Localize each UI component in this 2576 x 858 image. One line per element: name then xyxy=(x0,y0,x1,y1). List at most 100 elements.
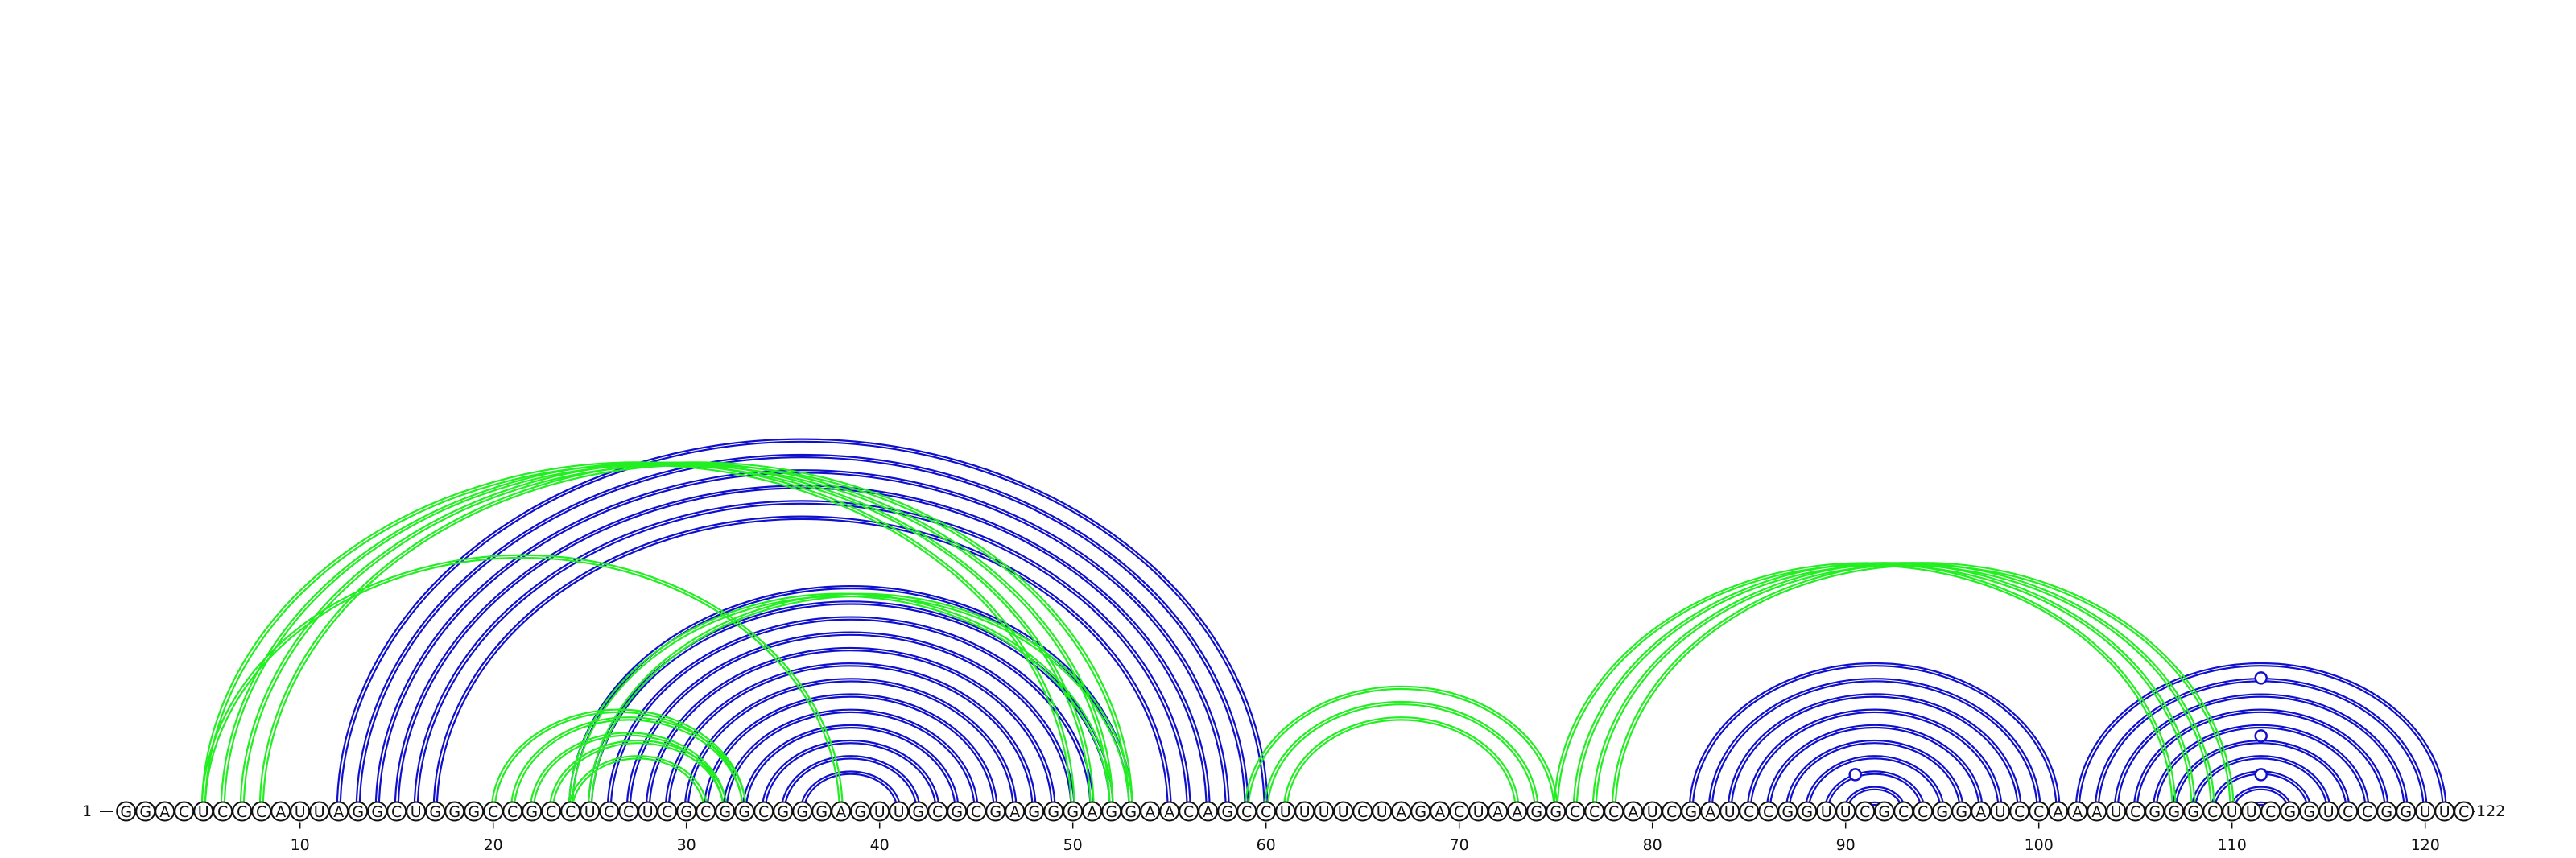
nucleotide-61: U xyxy=(1275,801,1296,822)
nucleotide-letter: G xyxy=(2400,803,2412,821)
tick-label: 90 xyxy=(1836,836,1856,854)
nucleotide-6: C xyxy=(213,801,233,822)
nucleotide-2: G xyxy=(135,801,156,822)
nucleotide-letter: C xyxy=(179,803,189,821)
nucleotide-letter: U xyxy=(2420,803,2431,821)
nucleotide-letter: G xyxy=(371,803,383,821)
nucleotide-43: C xyxy=(927,801,948,822)
blue-arc-stroke xyxy=(645,646,1056,812)
nucleotide-letter: A xyxy=(1087,803,1097,821)
nucleotide-17: G xyxy=(425,801,446,822)
green-arc-stroke xyxy=(532,734,724,812)
nucleotide-letter: U xyxy=(198,803,209,821)
nucleotide-62: U xyxy=(1294,801,1315,822)
tick-label: 60 xyxy=(1257,836,1276,854)
blue-arc-35-42 xyxy=(780,755,921,812)
nucleotide-106: G xyxy=(2145,801,2165,822)
nucleotide-letter: C xyxy=(700,803,711,821)
nucleotide-letter: U xyxy=(642,803,654,821)
nucleotide-93: C xyxy=(1893,801,1914,822)
pair-marker xyxy=(2254,768,2268,782)
sequence-start-label: 1 xyxy=(82,802,92,820)
nucleotide-letter: C xyxy=(2343,803,2353,821)
blue-arc-stroke xyxy=(1711,680,2038,812)
nucleotide-34: C xyxy=(753,801,774,822)
nucleotide-59: C xyxy=(1236,801,1257,822)
nucleotide-letter: U xyxy=(295,803,306,821)
nucleotide-letter: C xyxy=(758,803,769,821)
nucleotide-111: U xyxy=(2241,801,2262,822)
nucleotide-51: A xyxy=(1082,801,1103,822)
nucleotide-38: A xyxy=(831,801,852,822)
nucleotide-97: A xyxy=(1971,801,1992,822)
nucleotide-33: G xyxy=(734,801,755,822)
blue-arc-102-121 xyxy=(2074,662,2447,812)
nucleotide-75: G xyxy=(1546,801,1567,822)
blue-arc-stroke xyxy=(764,742,937,812)
nucleotide-letter: C xyxy=(391,803,402,821)
nucleotide-89: U xyxy=(1816,801,1837,822)
blue-arc-stroke xyxy=(571,588,1130,812)
green-arc-stroke xyxy=(1286,719,1517,812)
green-arc-21-33 xyxy=(510,716,747,812)
nucleotide-letter: U xyxy=(584,803,596,821)
nucleotide-letter: G xyxy=(777,803,789,821)
blue-arc-stroke xyxy=(687,680,1014,812)
green-arc-stroke xyxy=(258,461,1133,812)
nucleotide-29: C xyxy=(657,801,678,822)
nucleotide-letter: C xyxy=(1570,803,1580,821)
blue-arc-104-119 xyxy=(2113,693,2409,812)
blue-arc-stroke xyxy=(416,502,1188,812)
nucleotide-70: C xyxy=(1449,801,1470,822)
nucleotide-letter: C xyxy=(2458,803,2469,821)
tick-100: 100 xyxy=(2025,822,2054,854)
pair-marker xyxy=(2254,729,2268,743)
blue-arc-stroke xyxy=(1769,726,1980,812)
nucleotide-letter: U xyxy=(2323,803,2334,821)
nucleotide-24: C xyxy=(560,801,581,822)
blue-arc-stroke xyxy=(1707,678,2041,812)
blue-arc-stroke xyxy=(2097,680,2425,812)
blue-arc-stroke xyxy=(761,739,940,812)
blue-arc-stroke xyxy=(336,438,1269,812)
nucleotide-letter: C xyxy=(1357,803,1368,821)
nucleotide-56: C xyxy=(1179,801,1199,822)
nucleotide-letter: G xyxy=(2380,803,2392,821)
tick-10: 10 xyxy=(291,822,310,854)
green-arc-stroke xyxy=(548,739,728,812)
nucleotide-18: G xyxy=(444,801,465,822)
blue-arc-stroke xyxy=(1827,773,1922,812)
green-arc-stroke xyxy=(568,755,708,812)
blue-arc-stroke xyxy=(1746,708,2003,812)
blue-arc-34-43 xyxy=(761,739,940,812)
blue-arc-stroke xyxy=(2174,742,2347,812)
nucleotide-108: G xyxy=(2183,801,2204,822)
nucleotide-12: A xyxy=(328,801,349,822)
green-arc-stroke xyxy=(510,716,747,812)
sequence-end-label: 122 xyxy=(2476,802,2505,820)
nucleotide-letter: C xyxy=(1918,803,1928,821)
green-arc-5-38 xyxy=(200,554,844,812)
nucleotide-letter: G xyxy=(1685,803,1697,821)
nucleotide-92: G xyxy=(1874,801,1895,822)
nucleotide-letter: G xyxy=(2284,803,2296,821)
blue-arc-stroke xyxy=(2152,724,2370,812)
nucleotide-40: U xyxy=(869,801,890,822)
nucleotide-letter: U xyxy=(1724,803,1736,821)
nucleotide-68: G xyxy=(1410,801,1431,822)
nucleotide-112: C xyxy=(2260,801,2281,822)
tick-label: 40 xyxy=(870,836,890,854)
tick-60: 60 xyxy=(1257,822,1276,854)
nucleotide-3: A xyxy=(155,801,175,822)
blue-arc-82-101 xyxy=(1688,662,2061,812)
blue-arc-stroke xyxy=(432,515,1172,812)
blue-arc-stroke xyxy=(1688,662,2061,812)
green-arc-77-109 xyxy=(1591,562,2215,812)
nucleotide-66: U xyxy=(1372,801,1393,822)
nucleotide-letter: G xyxy=(1781,803,1794,821)
nucleotide-7: C xyxy=(232,801,253,822)
nucleotide-letter: C xyxy=(971,803,981,821)
nucleotide-15: C xyxy=(386,801,407,822)
nucleotide-letter: A xyxy=(275,803,286,821)
